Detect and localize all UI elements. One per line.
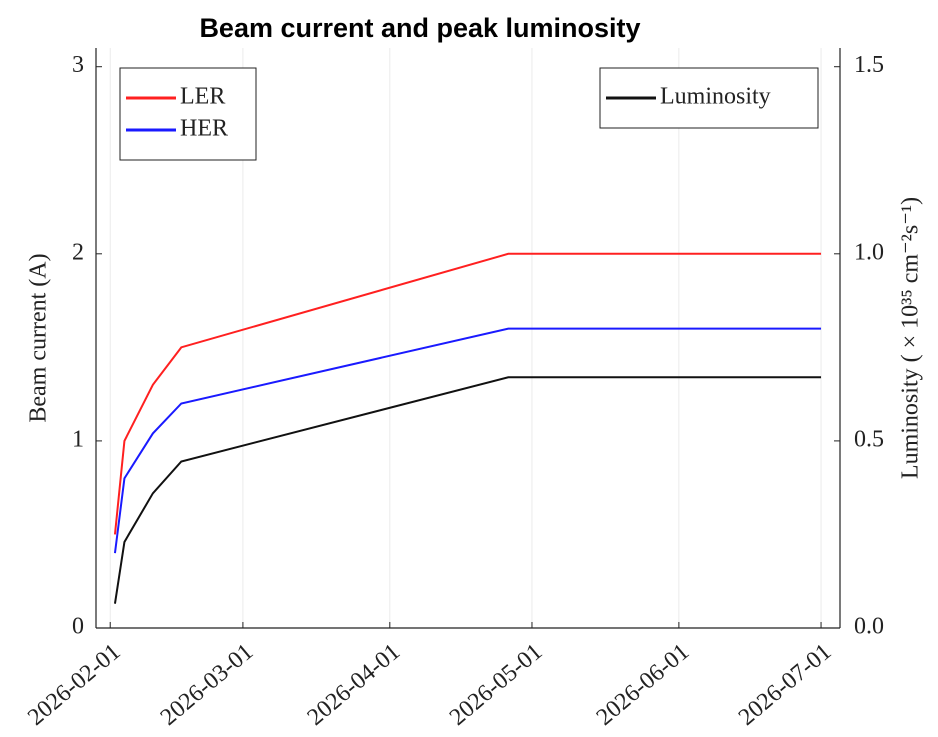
series-line bbox=[113, 327, 822, 554]
legend-label: LER bbox=[180, 84, 225, 110]
x-tick-label: 2026-02-01 bbox=[23, 639, 126, 731]
x-tick-label: 2026-06-01 bbox=[592, 639, 695, 731]
y2-tick-label: 0.0 bbox=[854, 614, 884, 640]
series-line bbox=[113, 252, 822, 535]
y-tick-label: 3 bbox=[72, 52, 84, 78]
legend-label: HER bbox=[180, 116, 228, 142]
x-tick-label: 2026-04-01 bbox=[303, 639, 406, 731]
y-tick-label: 1 bbox=[72, 426, 84, 452]
y-tick-label: 0 bbox=[72, 614, 84, 640]
x-tick-label: 2026-03-01 bbox=[156, 639, 259, 731]
y-axis-label: Beam current (A) bbox=[26, 253, 52, 422]
y-tick-label: 2 bbox=[72, 239, 84, 265]
series-line bbox=[113, 376, 822, 604]
y2-tick-label: 1.5 bbox=[854, 52, 884, 78]
chart-title: Beam current and peak luminosity bbox=[199, 13, 640, 43]
y2-tick-label: 1.0 bbox=[854, 239, 884, 265]
x-tick-label: 2026-05-01 bbox=[445, 639, 548, 731]
y2-tick-label: 0.5 bbox=[854, 426, 884, 452]
legend-label: Luminosity bbox=[660, 84, 771, 110]
y2-axis-label: Luminosity ( × 10³⁵ cm⁻²s⁻¹) bbox=[898, 197, 924, 479]
x-tick-label: 2026-07-01 bbox=[734, 639, 837, 731]
legend-box bbox=[119, 67, 257, 161]
